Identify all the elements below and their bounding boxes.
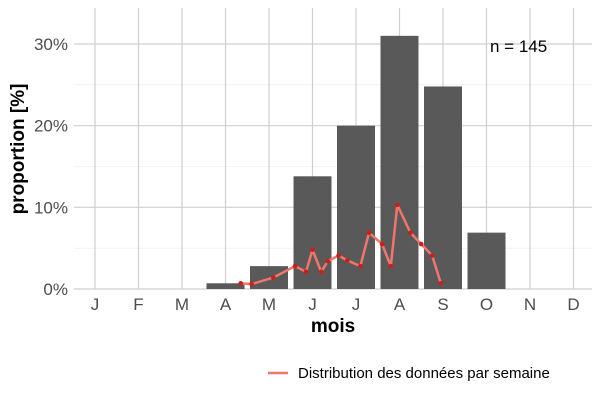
- y-tick-labels: 0% 10% 20% 30%: [34, 35, 68, 299]
- data-point: [388, 263, 394, 269]
- legend: Distribution des données par semaine: [268, 365, 550, 382]
- data-point: [366, 230, 372, 235]
- data-point: [303, 269, 309, 275]
- data-point: [358, 263, 363, 269]
- data-point: [429, 253, 435, 258]
- sample-size-annotation: n = 145: [490, 37, 547, 56]
- data-point: [325, 258, 331, 264]
- y-tick-label: 0%: [43, 280, 68, 299]
- x-tick-label: O: [480, 295, 493, 314]
- data-point: [336, 253, 341, 258]
- data-point: [271, 275, 276, 280]
- bar: [250, 266, 288, 289]
- x-tick-label: D: [567, 295, 579, 314]
- data-point: [395, 202, 400, 208]
- x-tick-label: J: [308, 295, 317, 314]
- data-point: [408, 230, 413, 235]
- y-tick-label: 30%: [34, 35, 68, 54]
- x-tick-label: S: [437, 295, 448, 314]
- y-tick-label: 10%: [34, 198, 68, 217]
- x-tick-label: A: [220, 295, 232, 314]
- x-axis-title: mois: [311, 316, 355, 337]
- x-tick-label: J: [352, 295, 361, 314]
- y-axis-title: proportion [%]: [8, 84, 29, 215]
- data-point: [379, 241, 385, 247]
- data-point: [238, 280, 244, 286]
- data-point: [249, 281, 254, 287]
- data-point: [310, 247, 315, 253]
- data-point: [438, 280, 444, 286]
- bar: [467, 232, 506, 289]
- bar: [337, 125, 375, 290]
- x-tick-label: A: [394, 295, 406, 314]
- x-tick-label: M: [262, 295, 276, 314]
- data-point: [292, 263, 298, 269]
- bar: [424, 86, 462, 289]
- bars: [206, 35, 506, 290]
- weekly-line: [238, 202, 444, 287]
- data-point: [418, 241, 424, 247]
- x-tick-label: M: [175, 295, 189, 314]
- y-tick-label: 20%: [34, 117, 68, 136]
- bar: [206, 283, 245, 289]
- x-tick-label: N: [524, 295, 536, 314]
- legend-label: Distribution des données par semaine: [298, 365, 550, 382]
- bar: [293, 176, 332, 289]
- data-point: [318, 269, 324, 275]
- x-tick-label: F: [133, 295, 143, 314]
- x-tick-label: J: [91, 295, 100, 314]
- bar: [380, 35, 419, 290]
- data-point: [345, 258, 350, 263]
